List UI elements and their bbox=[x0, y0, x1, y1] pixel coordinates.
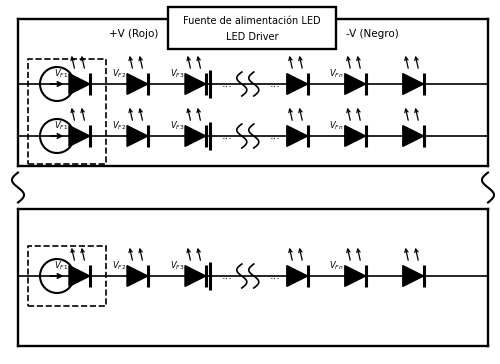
Text: $V_{F1}$: $V_{F1}$ bbox=[54, 67, 68, 80]
Text: ...: ... bbox=[270, 131, 280, 141]
Text: $V_{F2}$: $V_{F2}$ bbox=[112, 260, 126, 272]
Text: $V_{F3}$: $V_{F3}$ bbox=[170, 119, 184, 132]
Text: $V_{F2}$: $V_{F2}$ bbox=[112, 119, 126, 132]
Polygon shape bbox=[69, 126, 90, 146]
Polygon shape bbox=[345, 266, 366, 286]
Text: $V_{F3}$: $V_{F3}$ bbox=[170, 260, 184, 272]
Polygon shape bbox=[287, 266, 308, 286]
Polygon shape bbox=[127, 266, 148, 286]
Polygon shape bbox=[345, 74, 366, 94]
Text: $V_{Fn}$: $V_{Fn}$ bbox=[330, 119, 344, 132]
Polygon shape bbox=[185, 126, 206, 146]
Polygon shape bbox=[127, 126, 148, 146]
Polygon shape bbox=[69, 74, 90, 94]
Text: ...: ... bbox=[222, 79, 232, 89]
Text: $V_{F2}$: $V_{F2}$ bbox=[112, 67, 126, 80]
Text: $V_{Fn}$: $V_{Fn}$ bbox=[330, 67, 344, 80]
Polygon shape bbox=[287, 126, 308, 146]
Text: Fuente de alimentación LED: Fuente de alimentación LED bbox=[183, 16, 321, 26]
Text: $V_{F1}$: $V_{F1}$ bbox=[54, 260, 68, 272]
Text: ...: ... bbox=[270, 271, 280, 281]
Bar bbox=[28, 246, 106, 306]
Text: $V_{Fn}$: $V_{Fn}$ bbox=[330, 260, 344, 272]
Polygon shape bbox=[403, 126, 423, 146]
Text: $V_{F3}$: $V_{F3}$ bbox=[170, 67, 184, 80]
Bar bbox=[168, 7, 336, 49]
Polygon shape bbox=[287, 74, 308, 94]
Text: ...: ... bbox=[222, 131, 232, 141]
Polygon shape bbox=[345, 126, 366, 146]
Text: ...: ... bbox=[222, 271, 232, 281]
Polygon shape bbox=[69, 266, 90, 286]
Polygon shape bbox=[185, 74, 206, 94]
Text: $V_{F1}$: $V_{F1}$ bbox=[54, 119, 68, 132]
Text: +V (Rojo): +V (Rojo) bbox=[108, 29, 158, 39]
Text: ...: ... bbox=[270, 79, 280, 89]
Polygon shape bbox=[185, 266, 206, 286]
Polygon shape bbox=[403, 266, 423, 286]
Text: -V (Negro): -V (Negro) bbox=[346, 29, 399, 39]
Polygon shape bbox=[127, 74, 148, 94]
Bar bbox=[28, 59, 106, 164]
Text: LED Driver: LED Driver bbox=[226, 32, 278, 42]
Polygon shape bbox=[403, 74, 423, 94]
